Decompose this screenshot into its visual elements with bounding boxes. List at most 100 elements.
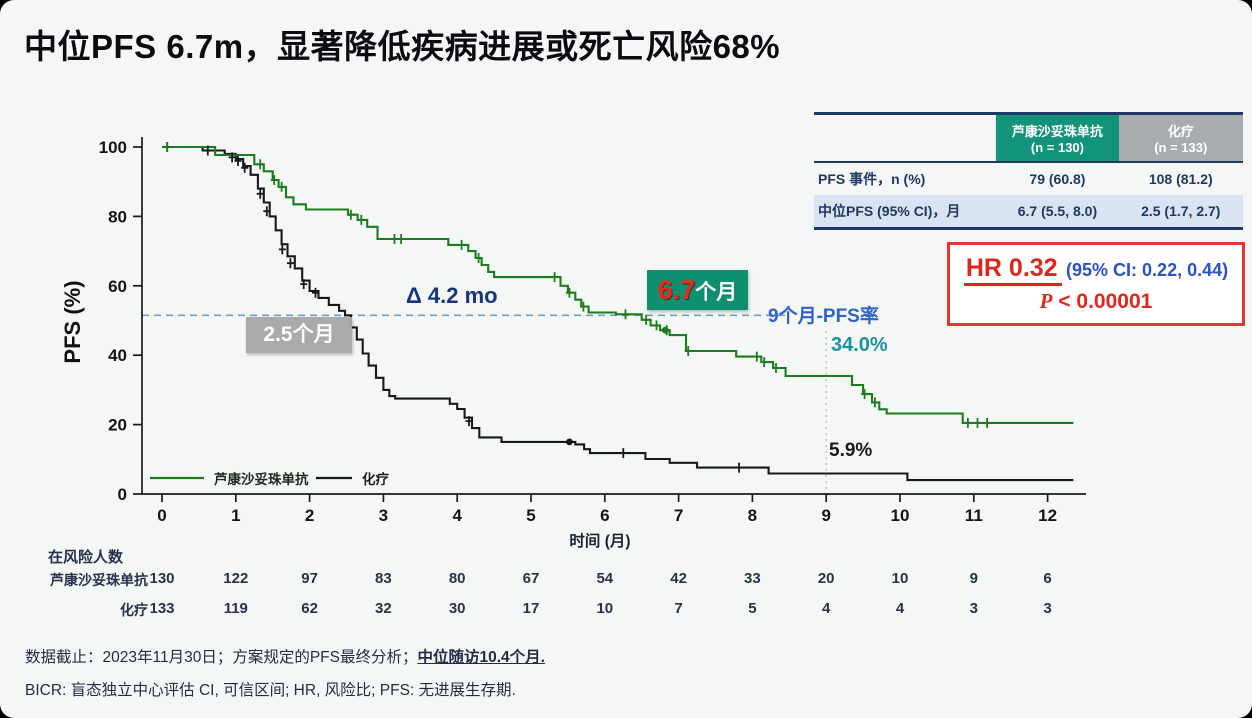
censor-mark <box>619 448 627 459</box>
censor-cluster-dot <box>566 438 573 446</box>
risk-count: 10 <box>891 570 909 587</box>
risk-count: 130 <box>149 570 175 587</box>
row-pfs-events-arm2: 108 (81.2) <box>1148 171 1213 187</box>
x-tick-label: 5 <box>526 506 535 525</box>
page-title: 中位PFS 6.7m，显著降低疾病进展或死亡风险68% <box>24 28 781 65</box>
summary-table-header-sacituzumab: 芦康沙妥珠单抗 (n = 130) <box>996 115 1119 161</box>
censor-mark <box>861 389 869 400</box>
censor-mark <box>579 301 587 312</box>
risk-count: 32 <box>375 600 392 617</box>
hazard-ratio-line: HR 0.32 (95% CI: 0.22, 0.44) <box>950 254 1242 286</box>
x-tick-label: 11 <box>965 506 983 525</box>
risk-count: 122 <box>223 570 249 587</box>
risk-count: 54 <box>596 570 614 587</box>
row-median-pfs-arm2: 2.5 (1.7, 2.7) <box>1141 203 1221 219</box>
risk-count: 10 <box>596 600 614 617</box>
censor-mark <box>458 239 466 250</box>
censor-mark <box>760 357 768 368</box>
censor-cluster-dot <box>661 326 669 334</box>
censor-mark <box>974 417 981 428</box>
x-axis-title: 时间 (月) <box>569 531 630 550</box>
risk-count: 83 <box>375 570 392 587</box>
censor-mark <box>475 253 483 263</box>
risk-count: 119 <box>223 600 248 617</box>
row-median-pfs-arm1: 6.7 (5.5, 8.0) <box>1017 203 1098 219</box>
footnote-data-cutoff: 数据截止：2023年11月30日；方案规定的PFS最终分析； <box>25 649 418 666</box>
censor-mark <box>772 363 780 373</box>
row-median-pfs-label: 中位PFS (95% CI)，月 <box>818 203 961 219</box>
footnote-line1: 数据截止：2023年11月30日；方案规定的PFS最终分析；中位随访10.4个月… <box>25 645 545 667</box>
table-row: 中位PFS (95% CI)，月 6.7 (5.5, 8.0) 2.5 (1.7… <box>814 195 1243 227</box>
risk-count: 9 <box>969 570 978 587</box>
risk-count: 97 <box>301 570 318 587</box>
censor-mark <box>286 258 294 269</box>
header-arm1-name: 芦康沙妥珠单抗 <box>1011 124 1103 139</box>
row-pfs-events-arm1: 79 (60.8) <box>1029 171 1086 187</box>
censor-mark <box>256 159 264 170</box>
header-arm2-name: 化疗 <box>1167 124 1194 139</box>
y-axis-title: PFS (%) <box>60 280 85 363</box>
risk-count: 33 <box>744 570 761 587</box>
km-curve-sacituzumab <box>162 145 1074 424</box>
censor-mark <box>256 188 264 199</box>
censor-mark <box>312 287 319 298</box>
risk-count: 7 <box>674 600 683 617</box>
risk-count: 3 <box>1043 600 1052 617</box>
summary-table-corner-cell <box>814 115 996 161</box>
x-tick-label: 10 <box>891 506 910 525</box>
risk-count: 80 <box>448 570 466 587</box>
censor-mark <box>300 279 308 290</box>
risk-count: 5 <box>748 600 757 617</box>
censor-mark <box>391 234 398 244</box>
censor-mark <box>241 162 249 173</box>
censor-mark <box>397 234 405 244</box>
x-tick-label: 2 <box>305 506 314 525</box>
censor-mark <box>551 272 559 283</box>
x-tick-label: 1 <box>231 506 240 525</box>
censor-mark <box>228 152 236 163</box>
x-tick-label: 4 <box>452 506 462 525</box>
risk-count: 30 <box>448 600 466 617</box>
footnote-line2: BICR: 盲态独立中心评估 CI, 可信区间; HR, 风险比; PFS: 无… <box>25 678 516 700</box>
legend-label-chemo: 化疗 <box>362 471 389 487</box>
p-value-line: P < 0.00001 <box>950 289 1242 314</box>
x-tick-label: 12 <box>1038 506 1057 525</box>
hr-value: HR 0.32 <box>963 254 1062 286</box>
censor-mark <box>642 314 650 325</box>
censor-mark <box>270 175 278 185</box>
summary-table-header-chemo: 化疗 (n = 133) <box>1118 115 1243 161</box>
censor-mark <box>465 416 473 427</box>
censor-mark <box>347 209 355 220</box>
y-tick-label: 80 <box>108 207 127 226</box>
risk-count: 17 <box>522 600 540 617</box>
censor-mark <box>278 244 286 255</box>
x-tick-label: 8 <box>748 506 757 525</box>
risk-table-title: 在风险人数 <box>48 549 124 566</box>
x-tick-label: 7 <box>674 506 683 525</box>
x-tick-label: 3 <box>379 506 388 525</box>
header-arm2-n: (n = 133) <box>1154 140 1208 155</box>
risk-count: 6 <box>1043 570 1052 587</box>
censor-mark <box>871 397 879 408</box>
header-arm1-n: (n = 130) <box>1030 140 1084 155</box>
censor-mark <box>753 351 761 362</box>
legend-label-sacituzumab: 芦康沙妥珠单抗 <box>214 471 309 487</box>
censor-mark <box>735 462 743 473</box>
y-tick-label: 20 <box>108 416 127 435</box>
censor-mark <box>983 417 991 428</box>
risk-count: 62 <box>301 600 318 617</box>
risk-count: 4 <box>895 600 905 617</box>
censor-mark <box>278 181 286 192</box>
censor-mark <box>263 206 271 217</box>
risk-count: 42 <box>670 570 687 587</box>
x-tick-label: 6 <box>600 506 609 525</box>
censor-mark <box>357 214 365 225</box>
risk-count: 133 <box>149 600 175 617</box>
censor-mark <box>234 155 242 166</box>
y-tick-label: 0 <box>118 485 127 504</box>
risk-count: 20 <box>817 570 835 587</box>
p-value: < 0.00001 <box>1052 290 1153 313</box>
footnote-abbreviations: BICR: 盲态独立中心评估 CI, 可信区间; HR, 风险比; PFS: 无… <box>25 682 516 699</box>
y-tick-label: 100 <box>99 138 127 157</box>
censor-mark <box>684 346 692 356</box>
